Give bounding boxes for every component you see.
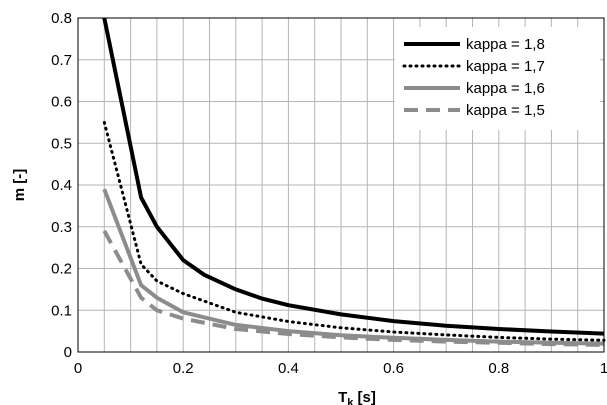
y-tick-label: 0.5 <box>51 135 72 152</box>
y-tick-label: 0.4 <box>51 177 72 194</box>
legend-label-3: kappa = 1,6 <box>466 80 545 97</box>
x-tick-label: 0.4 <box>278 360 299 377</box>
x-tick-label: 0.6 <box>383 360 404 377</box>
x-tick-label: 0 <box>74 360 82 377</box>
x-tick-labels: 0 0.2 0.4 0.6 0.8 1 <box>74 360 607 377</box>
y-tick-label: 0 <box>64 344 72 361</box>
x-axis-title: Tk [s] <box>338 389 376 405</box>
y-tick-label: 0.6 <box>51 94 72 111</box>
x-axis-title-unit: [s] <box>353 389 376 405</box>
y-tick-label: 0.2 <box>51 261 72 278</box>
x-tick-label: 0.8 <box>488 360 509 377</box>
series-line-2 <box>102 120 606 342</box>
legend-label-4: kappa = 1,5 <box>466 102 545 119</box>
legend: kappa = 1,8 kappa = 1,7 kappa = 1,6 kappa =… <box>395 27 600 130</box>
y-tick-label: 0.7 <box>51 52 72 69</box>
y-tick-label: 0.3 <box>51 219 72 236</box>
x-tick-label: 0.2 <box>173 360 194 377</box>
legend-label-2: kappa = 1,7 <box>466 58 545 75</box>
x-tick-label: 1 <box>600 360 607 377</box>
plot-frame <box>77 17 605 353</box>
x-axis-title-subscript: k <box>347 397 354 405</box>
series-lines <box>102 17 606 347</box>
x-axis-title-main: T <box>338 389 347 405</box>
series-line-1 <box>102 17 605 336</box>
y-tick-label: 0.8 <box>51 10 72 27</box>
series-line-4 <box>102 229 605 347</box>
y-tick-label: 0.1 <box>51 302 72 319</box>
y-axis-title: m [-] <box>11 169 28 202</box>
legend-label-1: kappa = 1,8 <box>466 36 545 53</box>
y-tick-labels: 0 0.1 0.2 0.3 0.4 0.5 0.6 0.7 0.8 <box>51 10 72 361</box>
